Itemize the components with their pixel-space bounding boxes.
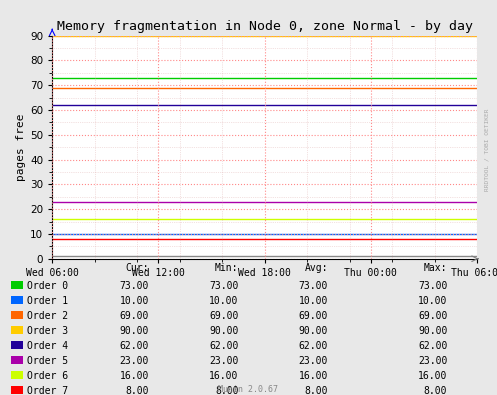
Text: 69.00: 69.00 — [418, 310, 447, 321]
Text: 8.00: 8.00 — [424, 386, 447, 395]
Text: 8.00: 8.00 — [126, 386, 149, 395]
Text: Cur:: Cur: — [126, 263, 149, 273]
Text: 16.00: 16.00 — [418, 371, 447, 381]
Text: 8.00: 8.00 — [215, 386, 239, 395]
Text: 73.00: 73.00 — [120, 280, 149, 291]
Text: 23.00: 23.00 — [120, 356, 149, 366]
Text: 10.00: 10.00 — [209, 295, 239, 306]
Text: Min:: Min: — [215, 263, 239, 273]
Text: Order 6: Order 6 — [27, 371, 69, 381]
Text: 73.00: 73.00 — [209, 280, 239, 291]
Text: 62.00: 62.00 — [209, 340, 239, 351]
Text: 10.00: 10.00 — [418, 295, 447, 306]
Text: 62.00: 62.00 — [418, 340, 447, 351]
Text: Avg:: Avg: — [305, 263, 328, 273]
Text: 90.00: 90.00 — [299, 325, 328, 336]
Text: Order 2: Order 2 — [27, 310, 69, 321]
Text: Order 5: Order 5 — [27, 356, 69, 366]
Text: 23.00: 23.00 — [418, 356, 447, 366]
Text: 10.00: 10.00 — [120, 295, 149, 306]
Text: 10.00: 10.00 — [299, 295, 328, 306]
Text: 69.00: 69.00 — [209, 310, 239, 321]
Text: Order 0: Order 0 — [27, 280, 69, 291]
Text: Order 3: Order 3 — [27, 325, 69, 336]
Text: 8.00: 8.00 — [305, 386, 328, 395]
Text: 73.00: 73.00 — [418, 280, 447, 291]
Text: 16.00: 16.00 — [120, 371, 149, 381]
Title: Memory fragmentation in Node 0, zone Normal - by day: Memory fragmentation in Node 0, zone Nor… — [57, 20, 473, 33]
Text: 16.00: 16.00 — [209, 371, 239, 381]
Text: 23.00: 23.00 — [299, 356, 328, 366]
Text: 69.00: 69.00 — [120, 310, 149, 321]
Text: RRDTOOL / TOBI OETIKER: RRDTOOL / TOBI OETIKER — [485, 109, 490, 191]
Text: 73.00: 73.00 — [299, 280, 328, 291]
Text: 90.00: 90.00 — [209, 325, 239, 336]
Text: Order 4: Order 4 — [27, 340, 69, 351]
Text: Munin 2.0.67: Munin 2.0.67 — [219, 385, 278, 394]
Y-axis label: pages free: pages free — [16, 113, 26, 181]
Text: Order 1: Order 1 — [27, 295, 69, 306]
Text: Max:: Max: — [424, 263, 447, 273]
Text: 62.00: 62.00 — [299, 340, 328, 351]
Text: 90.00: 90.00 — [120, 325, 149, 336]
Text: 90.00: 90.00 — [418, 325, 447, 336]
Text: 62.00: 62.00 — [120, 340, 149, 351]
Text: 16.00: 16.00 — [299, 371, 328, 381]
Text: 23.00: 23.00 — [209, 356, 239, 366]
Text: 69.00: 69.00 — [299, 310, 328, 321]
Text: Order 7: Order 7 — [27, 386, 69, 395]
